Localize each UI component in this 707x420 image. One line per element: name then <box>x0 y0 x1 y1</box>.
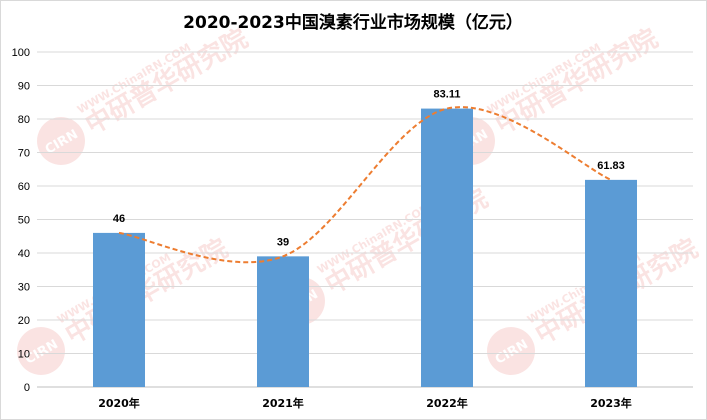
bars <box>93 108 637 388</box>
trend-line-path <box>118 106 612 264</box>
x-category-label: 2022年 <box>426 396 468 410</box>
bar <box>421 108 473 388</box>
y-tick-label: 10 <box>18 349 30 361</box>
watermark-brand-text: 中研普华研究院 <box>80 23 253 141</box>
y-tick-label: 90 <box>18 81 30 93</box>
data-label: 61.83 <box>597 160 625 172</box>
y-tick-label: 20 <box>18 315 30 327</box>
data-label: 39 <box>277 236 289 248</box>
bar <box>93 232 145 387</box>
y-tick-label: 80 <box>18 114 30 126</box>
y-tick-label: 40 <box>18 248 30 260</box>
x-category-label: 2021年 <box>262 396 304 410</box>
data-labels: 46 39 83.11 61.83 <box>113 89 625 249</box>
x-category-label: 2023年 <box>590 396 632 410</box>
y-tick-label: 70 <box>18 148 30 160</box>
x-category-label: 2020年 <box>98 396 140 410</box>
y-tick-label: 100 <box>12 47 30 59</box>
chart-title: 2020-2023中国溴素行业市场规模（亿元） <box>183 12 523 33</box>
bar <box>585 179 637 387</box>
y-tick-label: 30 <box>18 282 30 294</box>
watermark-brand-text: 中研普华研究院 <box>60 233 233 351</box>
y-tick-label: 0 <box>24 382 30 394</box>
watermark-logo <box>17 327 65 375</box>
data-label: 46 <box>113 213 125 225</box>
watermark-brand-text: 中研普华研究院 <box>490 23 663 141</box>
watermark-logo <box>487 327 535 375</box>
x-axis-categories: 2020年 2021年 2022年 2023年 <box>98 396 632 410</box>
y-axis-ticks: 0 10 20 30 40 50 60 70 80 90 100 <box>12 47 30 394</box>
y-tick-label: 60 <box>18 181 30 193</box>
trend-line <box>118 106 612 264</box>
data-label: 83.11 <box>434 89 461 101</box>
y-tick-label: 50 <box>18 215 30 227</box>
bar <box>257 256 309 387</box>
gridlines <box>37 51 693 388</box>
